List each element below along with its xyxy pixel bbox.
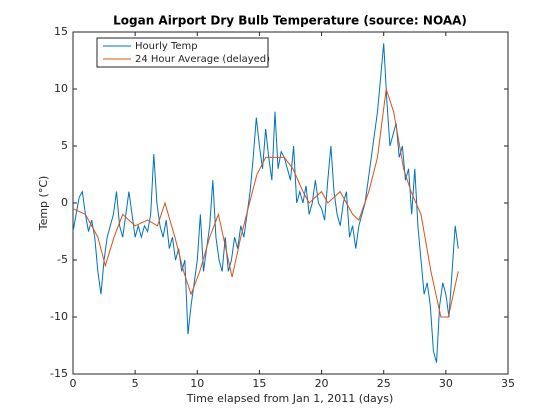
- chart-title: Logan Airport Dry Bulb Temperature (sour…: [113, 14, 467, 28]
- x-tick-label: 25: [377, 377, 391, 390]
- y-tick-label: 5: [61, 139, 68, 152]
- x-tick-label: 10: [190, 377, 204, 390]
- x-tick-label: 30: [439, 377, 453, 390]
- y-tick-label: 10: [54, 82, 68, 95]
- x-axis-label: Time elapsed from Jan 1, 2011 (days): [186, 392, 394, 405]
- legend-label: Hourly Temp: [135, 41, 198, 52]
- y-tick-label: 0: [61, 196, 68, 209]
- y-tick-label: 15: [54, 25, 68, 38]
- series-line: [72, 43, 459, 363]
- legend-box: [96, 37, 269, 68]
- x-tick-label: 5: [132, 377, 139, 390]
- y-tick-label: -5: [57, 253, 68, 266]
- x-tick-label: 20: [315, 377, 329, 390]
- series-line: [72, 88, 459, 318]
- legend: Hourly Temp 24 Hour Average (delayed): [96, 37, 270, 68]
- y-tick-label: -15: [50, 367, 68, 380]
- y-axis-label: Temp (°C): [37, 176, 50, 232]
- x-tick-label: 15: [252, 377, 266, 390]
- legend-label: 24 Hour Average (delayed): [135, 54, 270, 65]
- x-tick-label: 35: [501, 377, 515, 390]
- y-tick-label: -10: [50, 310, 68, 323]
- x-tick-label: 0: [70, 377, 77, 390]
- axes-box: [72, 31, 509, 375]
